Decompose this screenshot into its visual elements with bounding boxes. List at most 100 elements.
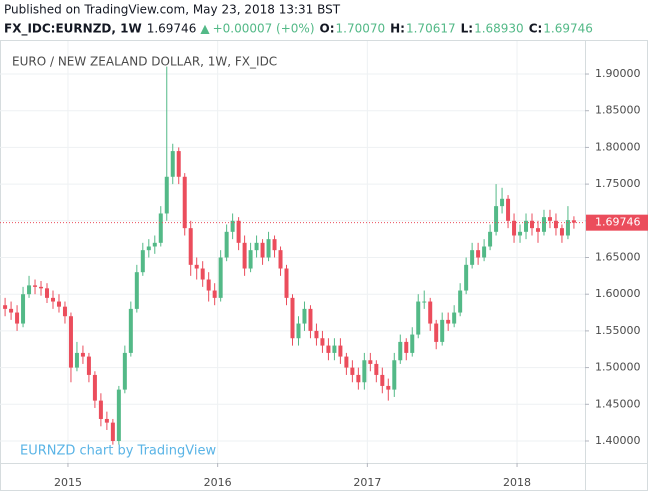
candle-body [218,257,223,298]
candle-body [302,308,307,324]
candle-body [290,297,295,339]
candle-body [553,220,558,229]
y-tick-label: 1.90000 [595,67,641,80]
candle-body [248,250,253,269]
candle-body [272,239,277,251]
candle-body [176,151,181,177]
candle-body [33,285,38,287]
candle-body [356,374,361,383]
x-tick-label: 2018 [503,476,531,489]
candle-body [278,250,283,269]
candle-body [404,341,409,353]
candle-body [362,360,367,383]
candle-body [122,352,127,390]
candle-body [452,312,457,324]
y-tick-label: 1.60000 [595,287,641,300]
symbol-line: FX_IDC:EURNZD, 1W 1.69746 ▲ +0.00007 (+0%) O… [4,22,593,37]
candle-body [158,213,163,243]
last-price-label: 1.69746 [595,216,641,229]
ohlc-value: 1.70617 [406,22,456,36]
y-tick-label: 1.75000 [595,177,641,190]
candle-body [68,316,73,368]
candle-body [242,242,247,269]
y-tick-label: 1.45000 [595,397,641,410]
candle-body [488,231,493,247]
candle-body [470,250,475,265]
candle-body [200,268,205,280]
candle-body [236,220,241,243]
candle-body [308,308,313,331]
x-tick-label: 2015 [54,476,82,489]
change-arrow: ▲ [200,22,210,36]
candle-body [9,308,14,313]
ohlc-key: L: [461,22,473,36]
chart-title: EURO / NEW ZEALAND DOLLAR, 1W, FX_IDC [12,55,277,69]
candle-body [422,301,427,303]
watermark: EURNZD chart by TradingView [20,444,216,459]
y-tick-label: 1.85000 [595,104,641,117]
published-line: Published on TradingView.com, May 23, 20… [4,3,341,17]
candle-body [50,297,55,302]
last-price-box [586,214,648,231]
candle-body [146,246,151,251]
candle-body [518,231,523,236]
candle-body [476,250,481,258]
candle-body [56,301,61,307]
candle-body [140,250,145,273]
candle-body [62,306,67,317]
candle-body [188,228,193,265]
candle-body [368,360,373,364]
ohlc-key: C: [529,22,543,36]
candle-body [284,268,289,298]
candle-body [458,290,463,313]
candle-body [164,176,169,214]
y-tick-label: 1.65000 [595,251,641,264]
candle-body [530,220,535,229]
candle-body [224,231,229,258]
candle-body [134,272,139,309]
candle-body [92,374,97,401]
candle-body [254,242,259,251]
candle-body [230,220,235,232]
candle-body [512,220,517,236]
candle-body [547,217,552,221]
candle-body [194,264,199,269]
symbol: FX_IDC:EURNZD, 1W [4,22,142,37]
candle-body [152,242,157,247]
candle-body [500,198,505,207]
candle-body [98,400,103,419]
candle-body [494,206,499,232]
candle-body [128,308,133,353]
ohlc-value: 1.70070 [336,22,386,36]
candle-body [170,151,175,177]
y-tick-label: 1.80000 [595,140,641,153]
grid [0,41,585,463]
candle-body [206,279,211,291]
candle-body [380,374,385,386]
candle-body [86,356,91,375]
candle-body [338,345,343,357]
candle-body [386,385,391,390]
candle-body [260,242,265,258]
candle-body [559,228,564,236]
candle-body [344,356,349,368]
candle-body [506,198,511,221]
candle-body [428,301,433,324]
candle-body [565,220,570,236]
candle-body [326,345,331,353]
candle-body [541,217,546,232]
plot [0,66,585,445]
ohlc-value: 1.69746 [543,22,593,36]
candle-body [398,341,403,361]
candle-body [74,352,79,368]
y-tick-label: 1.40000 [595,434,641,447]
candle-body [182,176,187,229]
candle-body [314,330,319,339]
candle-body [266,239,271,258]
ohlc-value: 1.68930 [474,22,524,36]
candle-body [212,290,217,298]
candle-body [482,246,487,258]
last-price: 1.69746 [147,22,197,36]
